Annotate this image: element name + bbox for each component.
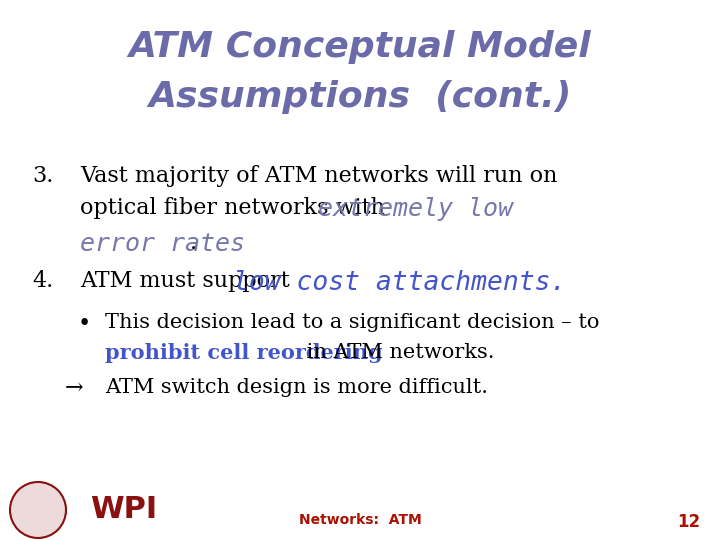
Text: Networks:  ATM: Networks: ATM — [299, 513, 421, 527]
Text: 4.: 4. — [32, 270, 53, 292]
Text: →: → — [65, 378, 84, 400]
Text: 3.: 3. — [32, 165, 53, 187]
Text: .: . — [190, 232, 197, 254]
Text: error rates: error rates — [80, 232, 245, 256]
Text: ATM must support: ATM must support — [80, 270, 297, 292]
Text: •: • — [78, 313, 91, 335]
Text: Assumptions  (cont.): Assumptions (cont.) — [148, 80, 572, 114]
Text: extremely low: extremely low — [318, 197, 513, 221]
Text: in ATM networks.: in ATM networks. — [300, 343, 495, 362]
Text: optical fiber networks with: optical fiber networks with — [80, 197, 392, 219]
Text: 12: 12 — [677, 513, 700, 531]
Text: prohibit cell reordering: prohibit cell reordering — [105, 343, 382, 363]
Text: low cost attachments.: low cost attachments. — [233, 270, 567, 296]
Text: ATM Conceptual Model: ATM Conceptual Model — [129, 30, 591, 64]
Circle shape — [10, 482, 66, 538]
Text: Vast majority of ATM networks will run on: Vast majority of ATM networks will run o… — [80, 165, 557, 187]
Text: WPI: WPI — [90, 496, 157, 524]
Text: ATM switch design is more difficult.: ATM switch design is more difficult. — [105, 378, 488, 397]
Text: This decision lead to a significant decision – to: This decision lead to a significant deci… — [105, 313, 599, 332]
